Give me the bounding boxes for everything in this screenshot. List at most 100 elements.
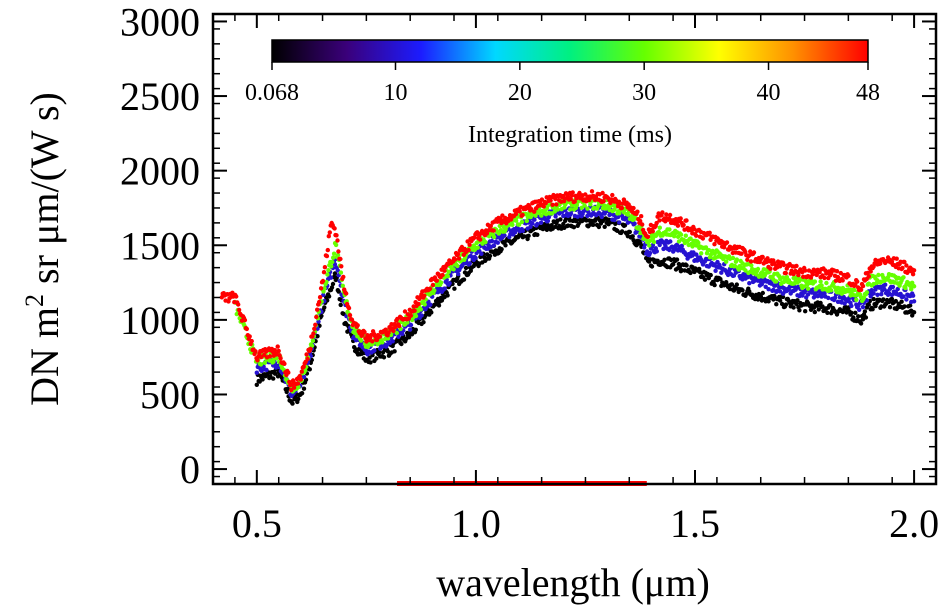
data-point xyxy=(491,243,497,248)
data-point xyxy=(777,298,783,303)
data-point xyxy=(430,282,436,288)
data-point xyxy=(667,227,672,232)
data-point xyxy=(910,293,916,298)
data-point xyxy=(760,254,765,260)
data-point xyxy=(519,219,525,225)
data-point xyxy=(347,313,353,318)
data-point xyxy=(834,269,840,274)
data-point xyxy=(678,216,683,221)
data-point xyxy=(322,286,327,291)
data-point xyxy=(858,321,864,326)
data-point xyxy=(393,324,398,330)
data-point xyxy=(327,230,332,235)
data-point xyxy=(346,305,352,311)
data-point xyxy=(436,303,442,308)
data-point xyxy=(631,205,636,211)
data-point xyxy=(911,299,917,304)
data-point xyxy=(298,377,303,382)
data-point xyxy=(825,310,830,315)
data-point xyxy=(447,281,452,286)
data-point xyxy=(589,189,595,194)
data-point xyxy=(326,268,331,273)
data-point xyxy=(234,294,239,299)
data-point xyxy=(461,277,467,282)
data-point xyxy=(524,218,529,224)
data-point xyxy=(291,385,297,390)
data-point xyxy=(903,285,908,291)
data-point xyxy=(341,274,346,280)
data-point xyxy=(789,268,794,273)
data-point xyxy=(258,362,264,367)
data-point xyxy=(326,234,331,239)
data-point xyxy=(585,206,590,211)
data-point xyxy=(755,266,761,272)
data-point xyxy=(502,233,507,238)
data-point xyxy=(392,349,397,354)
data-point xyxy=(860,304,866,310)
data-point xyxy=(322,305,327,310)
data-point xyxy=(336,289,341,294)
data-point xyxy=(864,298,870,303)
data-point xyxy=(452,286,457,291)
data-point xyxy=(719,270,724,275)
y-axis-label: DN m2 sr μm/(W s) xyxy=(20,92,67,406)
data-point xyxy=(407,327,413,332)
data-point xyxy=(571,225,577,230)
data-point xyxy=(533,213,538,218)
data-point xyxy=(478,237,483,242)
data-point xyxy=(657,225,662,230)
data-point xyxy=(812,309,817,315)
data-point xyxy=(271,376,276,381)
data-point xyxy=(262,360,267,365)
data-point xyxy=(672,234,677,239)
data-point xyxy=(325,272,330,277)
data-point xyxy=(650,229,655,234)
data-point xyxy=(647,238,653,243)
data-point xyxy=(674,257,680,262)
data-point xyxy=(491,228,496,233)
data-point xyxy=(272,371,278,376)
data-point xyxy=(316,319,321,324)
colorbar-tick-label: 40 xyxy=(757,80,781,106)
data-point xyxy=(826,295,831,301)
x-tick-label: 0.5 xyxy=(232,501,282,546)
data-point xyxy=(878,261,883,266)
data-point xyxy=(242,317,248,323)
data-point xyxy=(538,220,544,225)
data-point xyxy=(649,264,655,269)
data-point xyxy=(730,255,736,261)
data-point xyxy=(309,343,315,348)
data-point xyxy=(299,369,304,374)
data-point xyxy=(539,197,545,202)
data-point xyxy=(683,233,688,238)
data-point xyxy=(828,303,833,308)
data-point xyxy=(610,192,615,198)
x-tick-label: 2.0 xyxy=(889,501,939,546)
data-point xyxy=(301,364,306,369)
data-point xyxy=(684,218,689,223)
data-point xyxy=(734,257,739,262)
data-point xyxy=(290,401,295,406)
data-point xyxy=(864,290,870,295)
data-point xyxy=(516,222,522,227)
data-point xyxy=(675,223,681,228)
data-point xyxy=(419,313,424,318)
data-point xyxy=(295,381,301,386)
data-point xyxy=(702,277,708,282)
data-point xyxy=(805,286,811,291)
data-point xyxy=(397,323,402,329)
data-point xyxy=(326,294,332,299)
data-point xyxy=(724,240,730,245)
data-point xyxy=(475,245,480,250)
data-point xyxy=(338,302,343,308)
data-point xyxy=(390,339,395,344)
data-point xyxy=(408,313,413,318)
data-point xyxy=(904,263,909,268)
data-point xyxy=(871,296,876,302)
data-point xyxy=(696,240,701,245)
data-point xyxy=(795,298,800,303)
data-point xyxy=(442,268,447,273)
data-point xyxy=(329,264,334,269)
data-point xyxy=(857,307,862,312)
data-point xyxy=(333,242,339,248)
